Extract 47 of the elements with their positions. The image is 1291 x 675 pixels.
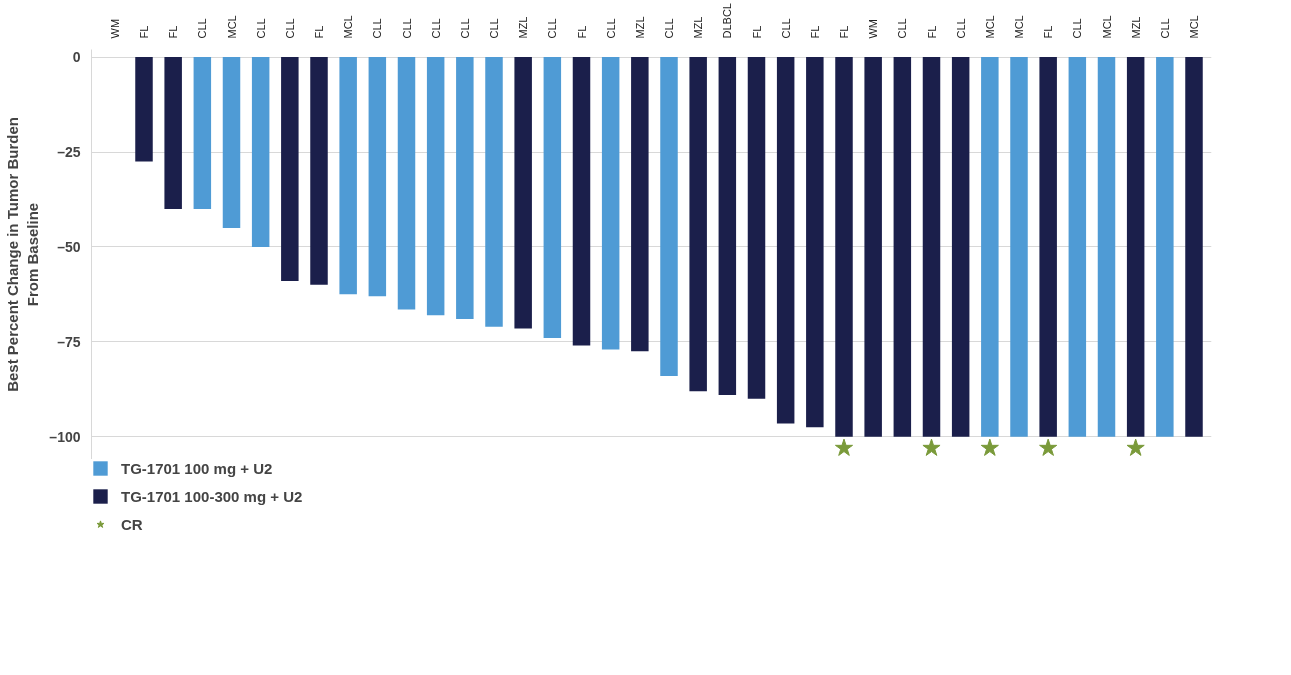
x-tick-label: CLL <box>254 18 267 39</box>
x-tick-label: CLL <box>400 18 413 39</box>
x-tick-label: CLL <box>896 18 909 39</box>
x-tick-label: FL <box>838 25 850 39</box>
legend-label: TG-1701 100-300 mg + U2 <box>121 487 303 505</box>
y-axis-title: Best Percent Change in Tumor Burden From Baseline <box>3 117 42 392</box>
x-tick-label: FL <box>925 25 938 39</box>
x-tick-label: WM <box>867 18 880 39</box>
x-tick-label: CLL <box>429 18 442 39</box>
x-tick-label: MCL <box>1013 15 1025 39</box>
x-tick-label: FL <box>808 25 821 39</box>
x-tick-label: MCL <box>1188 15 1200 39</box>
x-tick-label: FL <box>575 25 588 39</box>
x-tick-label: CLL <box>458 18 471 39</box>
x-tick-label: MZL <box>692 16 705 39</box>
legend-label: TG-1701 100 mg + U2 <box>121 459 273 477</box>
x-tick-label: CLL <box>283 18 296 39</box>
y-tick-label: –100 <box>49 428 81 445</box>
x-tick-label: CLL <box>371 18 384 39</box>
x-tick-label: CLL <box>546 18 559 39</box>
x-tick-label: DLBCL <box>721 3 734 39</box>
x-tick-label: FL <box>138 25 150 39</box>
y-tick-label: 0 <box>72 49 81 66</box>
x-tick-label: MZL <box>633 16 646 39</box>
x-tick-label: FL <box>167 25 180 39</box>
x-tick-label: MZL <box>517 16 530 39</box>
x-tick-label: CLL <box>488 18 500 39</box>
x-tick-label: CLL <box>1071 18 1084 39</box>
x-tick-label: CLL <box>604 18 617 39</box>
x-tick-label: WM <box>108 18 121 39</box>
x-tick-label: FL <box>750 25 763 39</box>
x-tick-label: MCL <box>1100 15 1113 39</box>
x-tick-label: CLL <box>1158 18 1171 39</box>
x-tick-label: CLL <box>663 18 675 39</box>
x-tick-label: MZL <box>1129 16 1142 39</box>
y-tick-label: –50 <box>57 238 81 255</box>
x-tick-label: CLL <box>196 18 209 39</box>
y-tick-label: –25 <box>57 144 81 160</box>
x-tick-label: MCL <box>342 15 355 39</box>
x-tick-label: FL <box>313 25 325 39</box>
x-tick-label: CLL <box>779 18 792 39</box>
legend-label: CR <box>121 515 143 533</box>
x-tick-label: FL <box>1042 25 1055 39</box>
y-tick-label: –75 <box>57 333 81 350</box>
x-tick-label: MCL <box>983 15 996 39</box>
x-tick-label: MCL <box>225 15 238 39</box>
x-tick-label: CLL <box>954 18 967 39</box>
